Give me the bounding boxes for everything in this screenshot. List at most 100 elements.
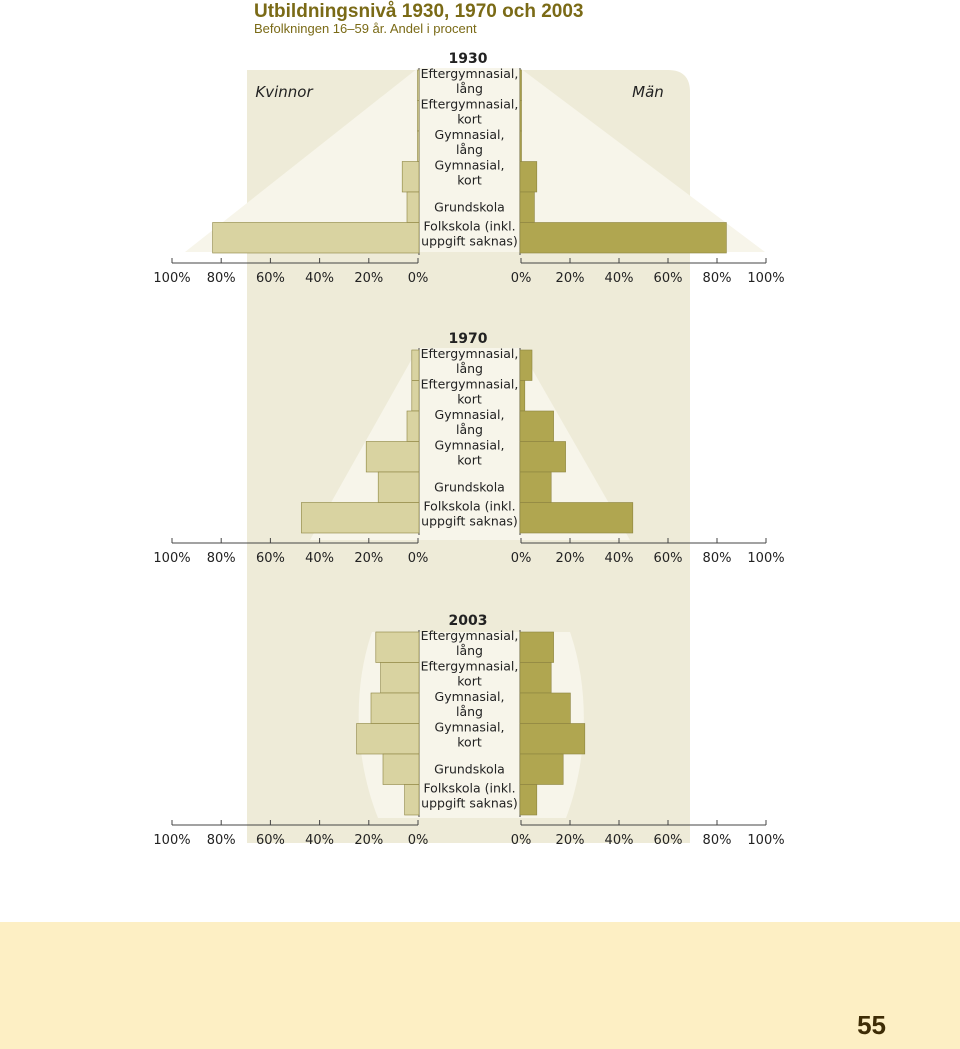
men-tick-label: 100% <box>747 551 784 566</box>
category-label: Eftergymnasial, kort <box>421 97 519 127</box>
women-label: Kvinnor <box>255 83 313 101</box>
women-tick-label: 40% <box>305 271 334 286</box>
men-tick-label: 80% <box>703 833 732 848</box>
men-bar <box>519 723 586 755</box>
men-bar <box>519 191 535 223</box>
men-bar <box>519 662 552 694</box>
women-tick-label: 100% <box>153 551 190 566</box>
women-bar <box>406 191 420 223</box>
men-tick-label: 0% <box>511 551 532 566</box>
women-bar <box>382 753 420 785</box>
women-bar <box>356 723 420 755</box>
women-tick-label: 100% <box>153 833 190 848</box>
men-tick-label: 0% <box>511 833 532 848</box>
men-bar <box>519 692 571 724</box>
women-bar <box>411 380 420 412</box>
men-bar <box>519 100 522 132</box>
women-bar <box>365 441 420 473</box>
page-number: 55 <box>857 1010 886 1040</box>
category-label: Folkskola (inkl. uppgift saknas) <box>421 781 518 811</box>
category-label: Eftergymnasial, lång <box>421 346 519 376</box>
category-label: Eftergymnasial, lång <box>421 628 519 658</box>
women-bar <box>411 349 420 381</box>
men-bar <box>519 753 564 785</box>
men-tick-label: 100% <box>747 271 784 286</box>
men-bar <box>519 784 538 816</box>
women-bar <box>404 784 420 816</box>
men-bar <box>519 471 552 503</box>
men-bar <box>519 502 634 534</box>
women-bar <box>370 692 420 724</box>
women-bar <box>417 100 420 132</box>
men-tick-label: 20% <box>556 271 585 286</box>
men-tick-label: 60% <box>654 271 683 286</box>
women-bar <box>417 69 420 101</box>
men-tick-label: 80% <box>703 551 732 566</box>
women-tick-label: 0% <box>408 833 429 848</box>
men-label: Män <box>632 83 664 101</box>
women-bar <box>401 161 420 193</box>
men-tick-label: 100% <box>747 833 784 848</box>
women-tick-label: 40% <box>305 551 334 566</box>
year-title: 1970 <box>449 331 488 347</box>
men-tick-label: 80% <box>703 271 732 286</box>
men-tick-label: 20% <box>556 833 585 848</box>
category-label: Eftergymnasial, kort <box>421 377 519 407</box>
category-label: Eftergymnasial, lång <box>421 66 519 96</box>
year-title: 2003 <box>449 613 488 629</box>
women-bar <box>380 662 420 694</box>
women-tick-label: 40% <box>305 833 334 848</box>
women-bar <box>301 502 420 534</box>
women-tick-label: 60% <box>256 271 285 286</box>
men-tick-label: 40% <box>605 551 634 566</box>
men-tick-label: 40% <box>605 271 634 286</box>
men-tick-label: 60% <box>654 833 683 848</box>
category-label: Gymnasial, lång <box>435 689 505 719</box>
men-bar <box>519 380 526 412</box>
women-bar <box>417 130 420 162</box>
men-tick-label: 60% <box>654 551 683 566</box>
women-bar <box>377 471 420 503</box>
category-label: Gymnasial, lång <box>435 127 505 157</box>
men-tick-label: 40% <box>605 833 634 848</box>
category-label: Folkskola (inkl. uppgift saknas) <box>421 219 518 249</box>
women-tick-label: 60% <box>256 833 285 848</box>
men-bar <box>519 410 554 442</box>
page-title: Utbildningsnivå 1930, 1970 och 2003 <box>254 1 584 22</box>
women-tick-label: 80% <box>207 833 236 848</box>
page-subtitle: Befolkningen 16–59 år. Andel i procent <box>254 21 477 36</box>
category-label: Gymnasial, lång <box>435 407 505 437</box>
footer-band <box>0 922 960 1049</box>
men-bar <box>519 69 522 101</box>
men-tick-label: 20% <box>556 551 585 566</box>
category-label: Grundskola <box>434 479 505 494</box>
women-tick-label: 20% <box>354 833 383 848</box>
year-title: 1930 <box>449 51 488 67</box>
category-label: Grundskola <box>434 761 505 776</box>
women-bar <box>406 410 420 442</box>
women-tick-label: 80% <box>207 551 236 566</box>
women-tick-label: 80% <box>207 271 236 286</box>
category-label: Grundskola <box>434 199 505 214</box>
men-bar <box>519 441 566 473</box>
category-label: Gymnasial, kort <box>435 720 505 750</box>
highlight-1930 <box>185 68 765 252</box>
men-bar <box>519 130 522 162</box>
women-tick-label: 20% <box>354 271 383 286</box>
women-tick-label: 20% <box>354 551 383 566</box>
men-tick-label: 0% <box>511 271 532 286</box>
women-tick-label: 100% <box>153 271 190 286</box>
women-tick-label: 60% <box>256 551 285 566</box>
women-bar <box>375 631 420 663</box>
category-label: Eftergymnasial, kort <box>421 659 519 689</box>
men-bar <box>519 349 533 381</box>
men-bar <box>519 161 538 193</box>
women-tick-label: 0% <box>408 551 429 566</box>
category-label: Folkskola (inkl. uppgift saknas) <box>421 499 518 529</box>
category-label: Gymnasial, kort <box>435 158 505 188</box>
